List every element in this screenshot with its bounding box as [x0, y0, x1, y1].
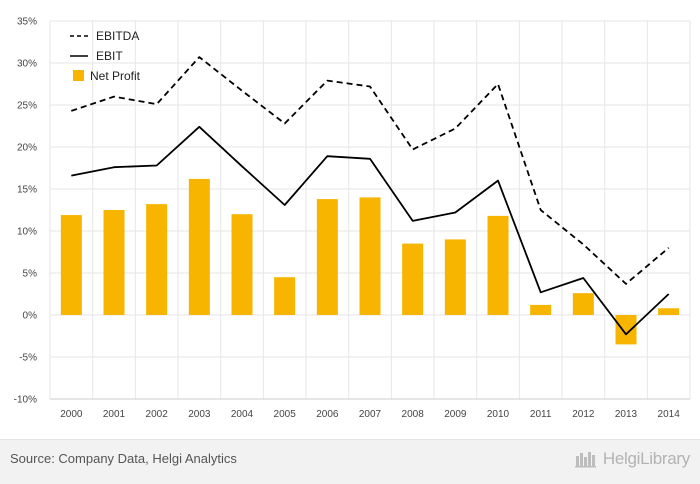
- legend-ebitda-label: EBITDA: [96, 29, 139, 43]
- legend-net-profit-label: Net Profit: [90, 69, 141, 83]
- legend-ebit-label: EBIT: [96, 49, 123, 63]
- footer: Source: Company Data, Helgi Analytics He…: [0, 439, 700, 484]
- x-tick-label: 2003: [188, 409, 211, 420]
- x-tick-label: 2004: [231, 409, 254, 420]
- bar-net-profit: [146, 204, 168, 315]
- x-tick-label: 2009: [444, 409, 467, 420]
- y-tick-label: 20%: [17, 143, 37, 154]
- bar-layer: [60, 178, 680, 345]
- x-tick-label: 2010: [487, 409, 510, 420]
- x-tick-label: 2005: [274, 409, 297, 420]
- chart: 35%30%25%20%15%10%5%0%-5%-10% 2000 2001 20…: [14, 17, 691, 420]
- bar-net-profit: [615, 315, 637, 345]
- x-axis: 2000 2001 2002 2003 2004 2005 2006 2007 2008 2009…: [50, 398, 690, 420]
- x-tick-label: 2011: [530, 409, 552, 420]
- library-icon: [574, 452, 596, 468]
- y-tick-label: -10%: [14, 395, 37, 406]
- bar-net-profit: [359, 197, 381, 315]
- y-tick-label: 5%: [23, 269, 38, 280]
- y-tick-label: 35%: [17, 17, 37, 28]
- bar-net-profit: [231, 214, 253, 315]
- source-text: Source: Company Data, Helgi Analytics: [10, 451, 237, 466]
- x-tick-label: 2006: [316, 409, 339, 420]
- y-tick-label: 25%: [17, 101, 37, 112]
- y-tick-label: 30%: [17, 59, 37, 70]
- x-tick-label: 2014: [658, 409, 681, 420]
- bar-net-profit: [530, 304, 552, 315]
- bar-net-profit: [444, 239, 466, 315]
- bar-net-profit: [487, 215, 509, 315]
- legend: EBITDA EBIT Net Profit: [70, 29, 141, 83]
- bar-net-profit: [274, 277, 296, 315]
- bar-net-profit: [188, 178, 210, 315]
- y-tick-label: 0%: [23, 311, 38, 322]
- brand-logo: HelgiLibrary: [574, 449, 690, 469]
- line-layer: [71, 56, 670, 336]
- bar-net-profit: [402, 243, 424, 315]
- y-tick-label: 15%: [17, 185, 37, 196]
- x-tick-label: 2008: [402, 409, 425, 420]
- x-tick-label: 2013: [615, 409, 638, 420]
- line-ebitda: [71, 56, 670, 285]
- bar-net-profit: [103, 210, 125, 315]
- bar-net-profit: [658, 308, 680, 315]
- bar-net-profit: [572, 293, 594, 315]
- y-tick-label: 10%: [17, 227, 37, 238]
- brand-text: HelgiLibrary: [602, 449, 690, 468]
- x-tick-label: 2012: [572, 409, 595, 420]
- line-ebit: [71, 125, 670, 336]
- bar-net-profit: [60, 215, 82, 315]
- y-axis-labels: 35% 30% 25% 20% 15% 10% 5% 0% -5% -10%: [14, 17, 37, 406]
- bar-net-profit: [316, 199, 338, 315]
- legend-net-profit-swatch: [73, 70, 84, 81]
- x-tick-label: 2007: [359, 409, 382, 420]
- x-tick-label: 2001: [103, 409, 126, 420]
- x-tick-label: 2000: [60, 409, 83, 420]
- y-tick-label: -5%: [19, 353, 37, 364]
- x-tick-label: 2002: [146, 409, 169, 420]
